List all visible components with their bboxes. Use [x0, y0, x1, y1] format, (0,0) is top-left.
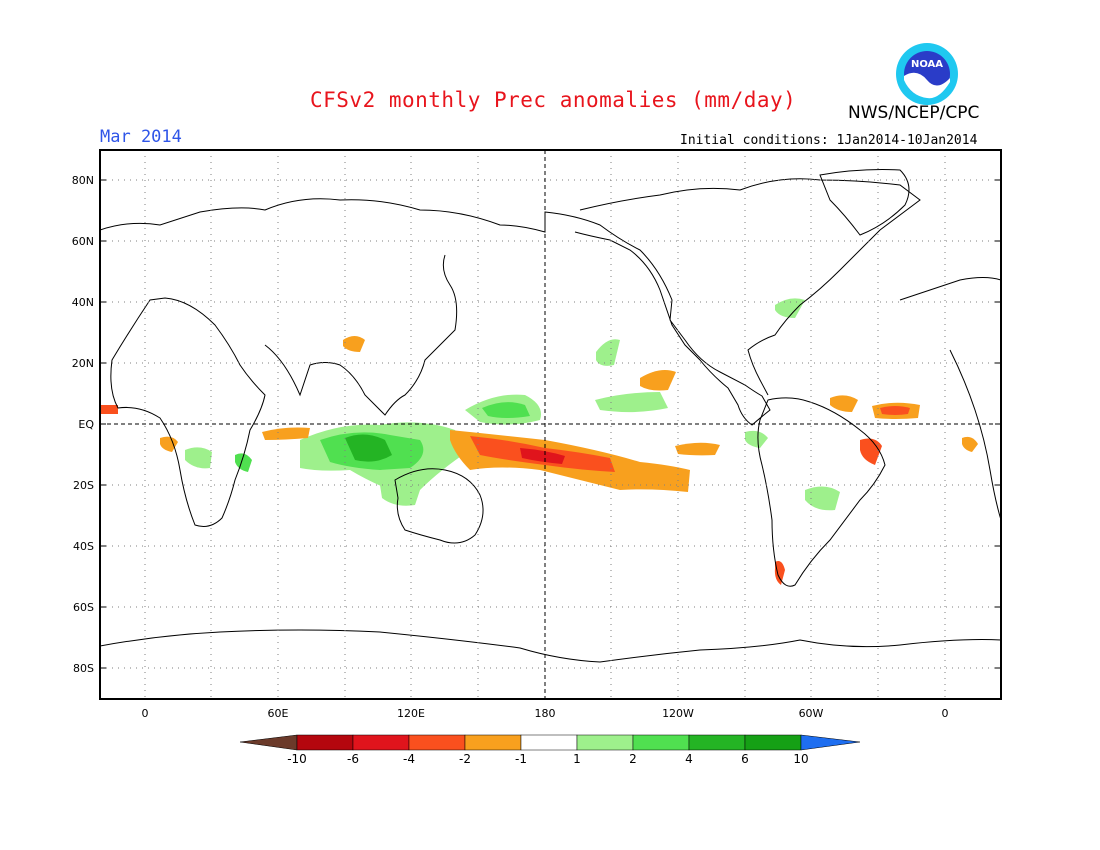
dry-anomaly-west-africa: [100, 405, 118, 414]
wet-anomaly-north-atlantic: [775, 298, 805, 318]
colorbar-bin: [464, 734, 522, 751]
lon-label: 0: [142, 707, 149, 720]
anomaly-field: [100, 298, 978, 585]
lat-label: 60S: [73, 601, 94, 614]
lat-ticks: [100, 179, 1001, 669]
colorbar: -10 -6 -4 -2 -1 1 2 4 6 10: [239, 734, 861, 766]
lon-label: 60W: [799, 707, 824, 720]
colorbar-bin: [576, 734, 634, 751]
colorbar-bin: [744, 734, 802, 751]
dry-anomaly-south-america-coast: [774, 561, 785, 585]
lat-label: 20S: [73, 479, 94, 492]
dry-anomaly-hawaii: [640, 370, 676, 391]
colorbar-bin: [408, 734, 466, 751]
colorbar-label: 4: [685, 752, 693, 766]
coastlines: [100, 169, 1001, 663]
colorbar-label: 6: [741, 752, 749, 766]
dry-anomaly-south-pacific-max: [520, 448, 565, 464]
colorbar-label: -10: [287, 752, 307, 766]
dry-anomaly-amazon: [830, 395, 858, 412]
colorbar-bin: [688, 734, 746, 751]
lon-label: 60E: [268, 707, 289, 720]
lat-labels: 80N 60N 40N 20N EQ 20S 40S 60S 80S: [72, 174, 95, 675]
initial-conditions-label: Initial conditions: 1Jan2014-10Jan2014: [680, 133, 978, 148]
wet-anomaly-south-africa: [185, 447, 212, 469]
lon-labels: 0 60E 120E 180 120W 60W 0: [142, 707, 949, 720]
lat-label: 40S: [73, 540, 94, 553]
colorbar-label: -1: [515, 752, 527, 766]
coast-eurasia-africa: [100, 198, 771, 426]
coast-south-america: [757, 397, 886, 587]
noaa-logo: NOAA: [896, 43, 958, 105]
colorbar-bin: [352, 734, 410, 751]
wet-anomaly-amazon: [745, 430, 768, 448]
dry-anomaly-brazil: [860, 438, 882, 465]
colorbar-bin: [520, 734, 578, 751]
dry-anomaly-east-africa: [962, 436, 978, 452]
coast-australia: [394, 468, 484, 544]
lat-label: 80S: [73, 662, 94, 675]
dry-anomaly-atlantic-core: [880, 406, 910, 415]
colorbar-label: -6: [347, 752, 359, 766]
colorbar-label: 2: [629, 752, 637, 766]
lon-label: 120E: [397, 707, 425, 720]
lat-label: 20N: [72, 357, 94, 370]
coast-antarctica: [100, 629, 1001, 663]
noaa-logo-text: NOAA: [911, 59, 943, 70]
graticule: [100, 150, 1001, 699]
wet-anomaly-south-indian: [380, 482, 420, 506]
colorbar-bin: [632, 734, 690, 751]
wet-anomaly-west-pacific-core: [482, 402, 530, 418]
dry-anomaly-central-africa: [160, 436, 178, 452]
map-title: CFSv2 monthly Prec anomalies (mm/day): [310, 88, 797, 112]
wet-anomaly-indian-ocean-max: [345, 434, 392, 462]
dry-anomaly-china: [343, 336, 365, 352]
lon-label: 180: [535, 707, 556, 720]
dry-anomaly-indian-ocean: [262, 427, 310, 440]
coast-greenland: [819, 169, 910, 236]
coast-africa: [110, 297, 266, 527]
colorbar-bin: [239, 734, 298, 751]
colorbar-label: 10: [793, 752, 808, 766]
lat-label: 80N: [72, 174, 94, 187]
coast-africa-east: [949, 349, 1001, 521]
wet-anomaly-central-pacific: [595, 392, 668, 413]
colorbar-bin: [296, 734, 354, 751]
dry-anomaly-east-pacific: [675, 442, 720, 456]
wet-anomaly-north-pacific: [596, 339, 620, 366]
wet-anomaly-south-america: [805, 486, 840, 511]
colorbar-label: 1: [573, 752, 581, 766]
colorbar-label: -4: [403, 752, 415, 766]
coast-india-asia: [264, 254, 458, 416]
lon-label: 120W: [662, 707, 694, 720]
lat-label: 60N: [72, 235, 94, 248]
colorbar-label: -2: [459, 752, 471, 766]
lat-label: 40N: [72, 296, 94, 309]
colorbar-bin: [800, 734, 861, 751]
coast-north-america: [579, 178, 921, 396]
lon-label: 0: [942, 707, 949, 720]
agency-label: NWS/NCEP/CPC: [848, 103, 980, 123]
coast-europe-east: [899, 277, 1001, 301]
valid-month-label: Mar 2014: [100, 127, 182, 147]
lat-label: EQ: [78, 418, 94, 431]
